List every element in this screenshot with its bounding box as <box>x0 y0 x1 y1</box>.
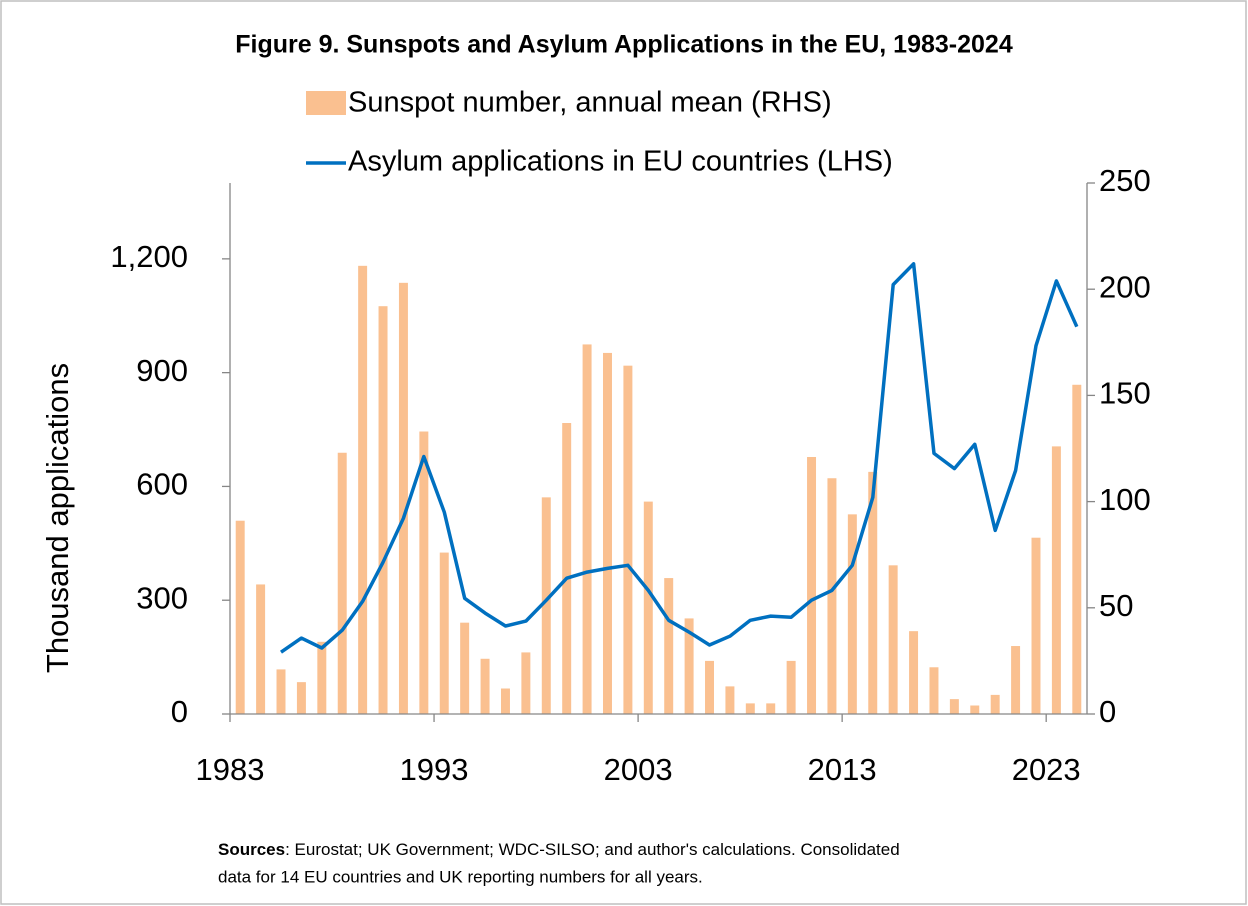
bar <box>235 520 245 714</box>
x-tick-label: 1983 <box>196 752 265 787</box>
y2-tick-label: 200 <box>1099 269 1151 304</box>
bar <box>847 514 857 714</box>
bar <box>643 501 653 714</box>
bar <box>868 471 878 714</box>
bar <box>439 552 449 714</box>
bar <box>705 660 715 714</box>
bar <box>664 578 674 714</box>
source-text: : Eurostat; UK Government; WDC-SILSO; an… <box>285 840 900 859</box>
bar <box>766 703 776 714</box>
source-text: data for 14 EU countries and UK reportin… <box>218 867 703 886</box>
line <box>280 262 1079 654</box>
bar <box>521 652 531 714</box>
bar <box>602 352 612 714</box>
y2-tick-label: 250 <box>1099 163 1151 198</box>
bar <box>562 423 572 714</box>
bar <box>256 584 266 714</box>
y-tick-label: 600 <box>136 467 188 502</box>
bar <box>296 682 306 714</box>
bar <box>1051 446 1061 714</box>
bar <box>1072 384 1082 714</box>
bar <box>888 565 898 714</box>
bar <box>378 306 388 714</box>
y2-tick-label: 0 <box>1099 694 1116 729</box>
bar <box>480 658 490 714</box>
bar <box>990 694 1000 714</box>
legend-label: Asylum applications in EU countries (LHS… <box>348 146 893 178</box>
legend-label: Sunspot number, annual mean (RHS) <box>348 87 832 119</box>
bar <box>317 641 327 714</box>
bar <box>949 699 959 714</box>
bar <box>419 431 429 714</box>
chart-title: Figure 9. Sunspots and Asylum Applicatio… <box>235 31 1013 59</box>
bar <box>909 631 919 714</box>
bar <box>500 688 510 714</box>
bar <box>276 669 286 714</box>
bar <box>623 365 633 714</box>
bar <box>970 705 980 714</box>
legend-swatch <box>306 91 346 115</box>
bar <box>358 265 368 714</box>
bar <box>398 282 408 714</box>
y-tick-label: 0 <box>171 694 188 729</box>
y-tick-label: 300 <box>136 580 188 615</box>
bar <box>684 618 694 714</box>
x-tick-label: 1993 <box>400 752 469 787</box>
y2-tick-label: 150 <box>1099 376 1151 411</box>
source-note: Sources: Eurostat; UK Government; WDC-SI… <box>218 840 900 859</box>
source-label: Sources <box>218 840 285 859</box>
bar <box>827 478 837 714</box>
bar <box>337 452 347 714</box>
bar <box>725 686 735 714</box>
bar <box>1011 646 1021 714</box>
bar <box>745 703 755 714</box>
bar <box>929 667 939 714</box>
y2-tick-label: 50 <box>1099 588 1133 623</box>
bar <box>1031 537 1041 714</box>
y-tick-label: 900 <box>136 353 188 388</box>
x-tick-label: 2023 <box>1012 752 1081 787</box>
bar <box>786 660 796 714</box>
bar <box>460 622 470 714</box>
y-axis-title: Thousand applications <box>40 363 75 673</box>
bar <box>807 456 817 714</box>
x-tick-label: 2003 <box>604 752 673 787</box>
bar <box>541 497 551 714</box>
x-tick-label: 2013 <box>808 752 877 787</box>
y-tick-label: 1,200 <box>110 239 188 274</box>
y2-tick-label: 100 <box>1099 482 1151 517</box>
bar <box>582 344 592 714</box>
